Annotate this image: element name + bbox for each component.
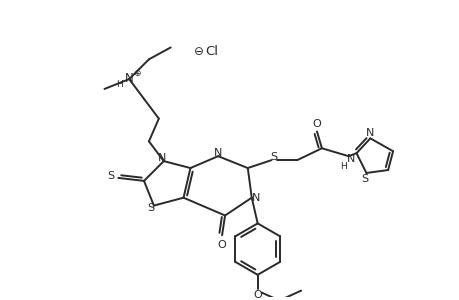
Text: $\ominus$: $\ominus$ (192, 45, 203, 58)
Text: S: S (269, 152, 276, 162)
Text: H: H (340, 162, 346, 171)
Text: N: N (346, 154, 354, 164)
Text: S: S (147, 202, 154, 213)
Text: N: N (124, 72, 133, 85)
Text: N: N (157, 153, 166, 163)
Text: S: S (106, 171, 114, 181)
Text: N: N (251, 193, 259, 203)
Text: O: O (217, 240, 226, 250)
Text: N: N (213, 148, 222, 158)
Text: O: O (253, 290, 262, 300)
Text: S: S (360, 174, 367, 184)
Text: H: H (116, 80, 123, 88)
Text: N: N (365, 128, 374, 138)
Text: O: O (312, 118, 321, 129)
Text: $\oplus$: $\oplus$ (132, 68, 141, 78)
Text: Cl: Cl (205, 45, 218, 58)
